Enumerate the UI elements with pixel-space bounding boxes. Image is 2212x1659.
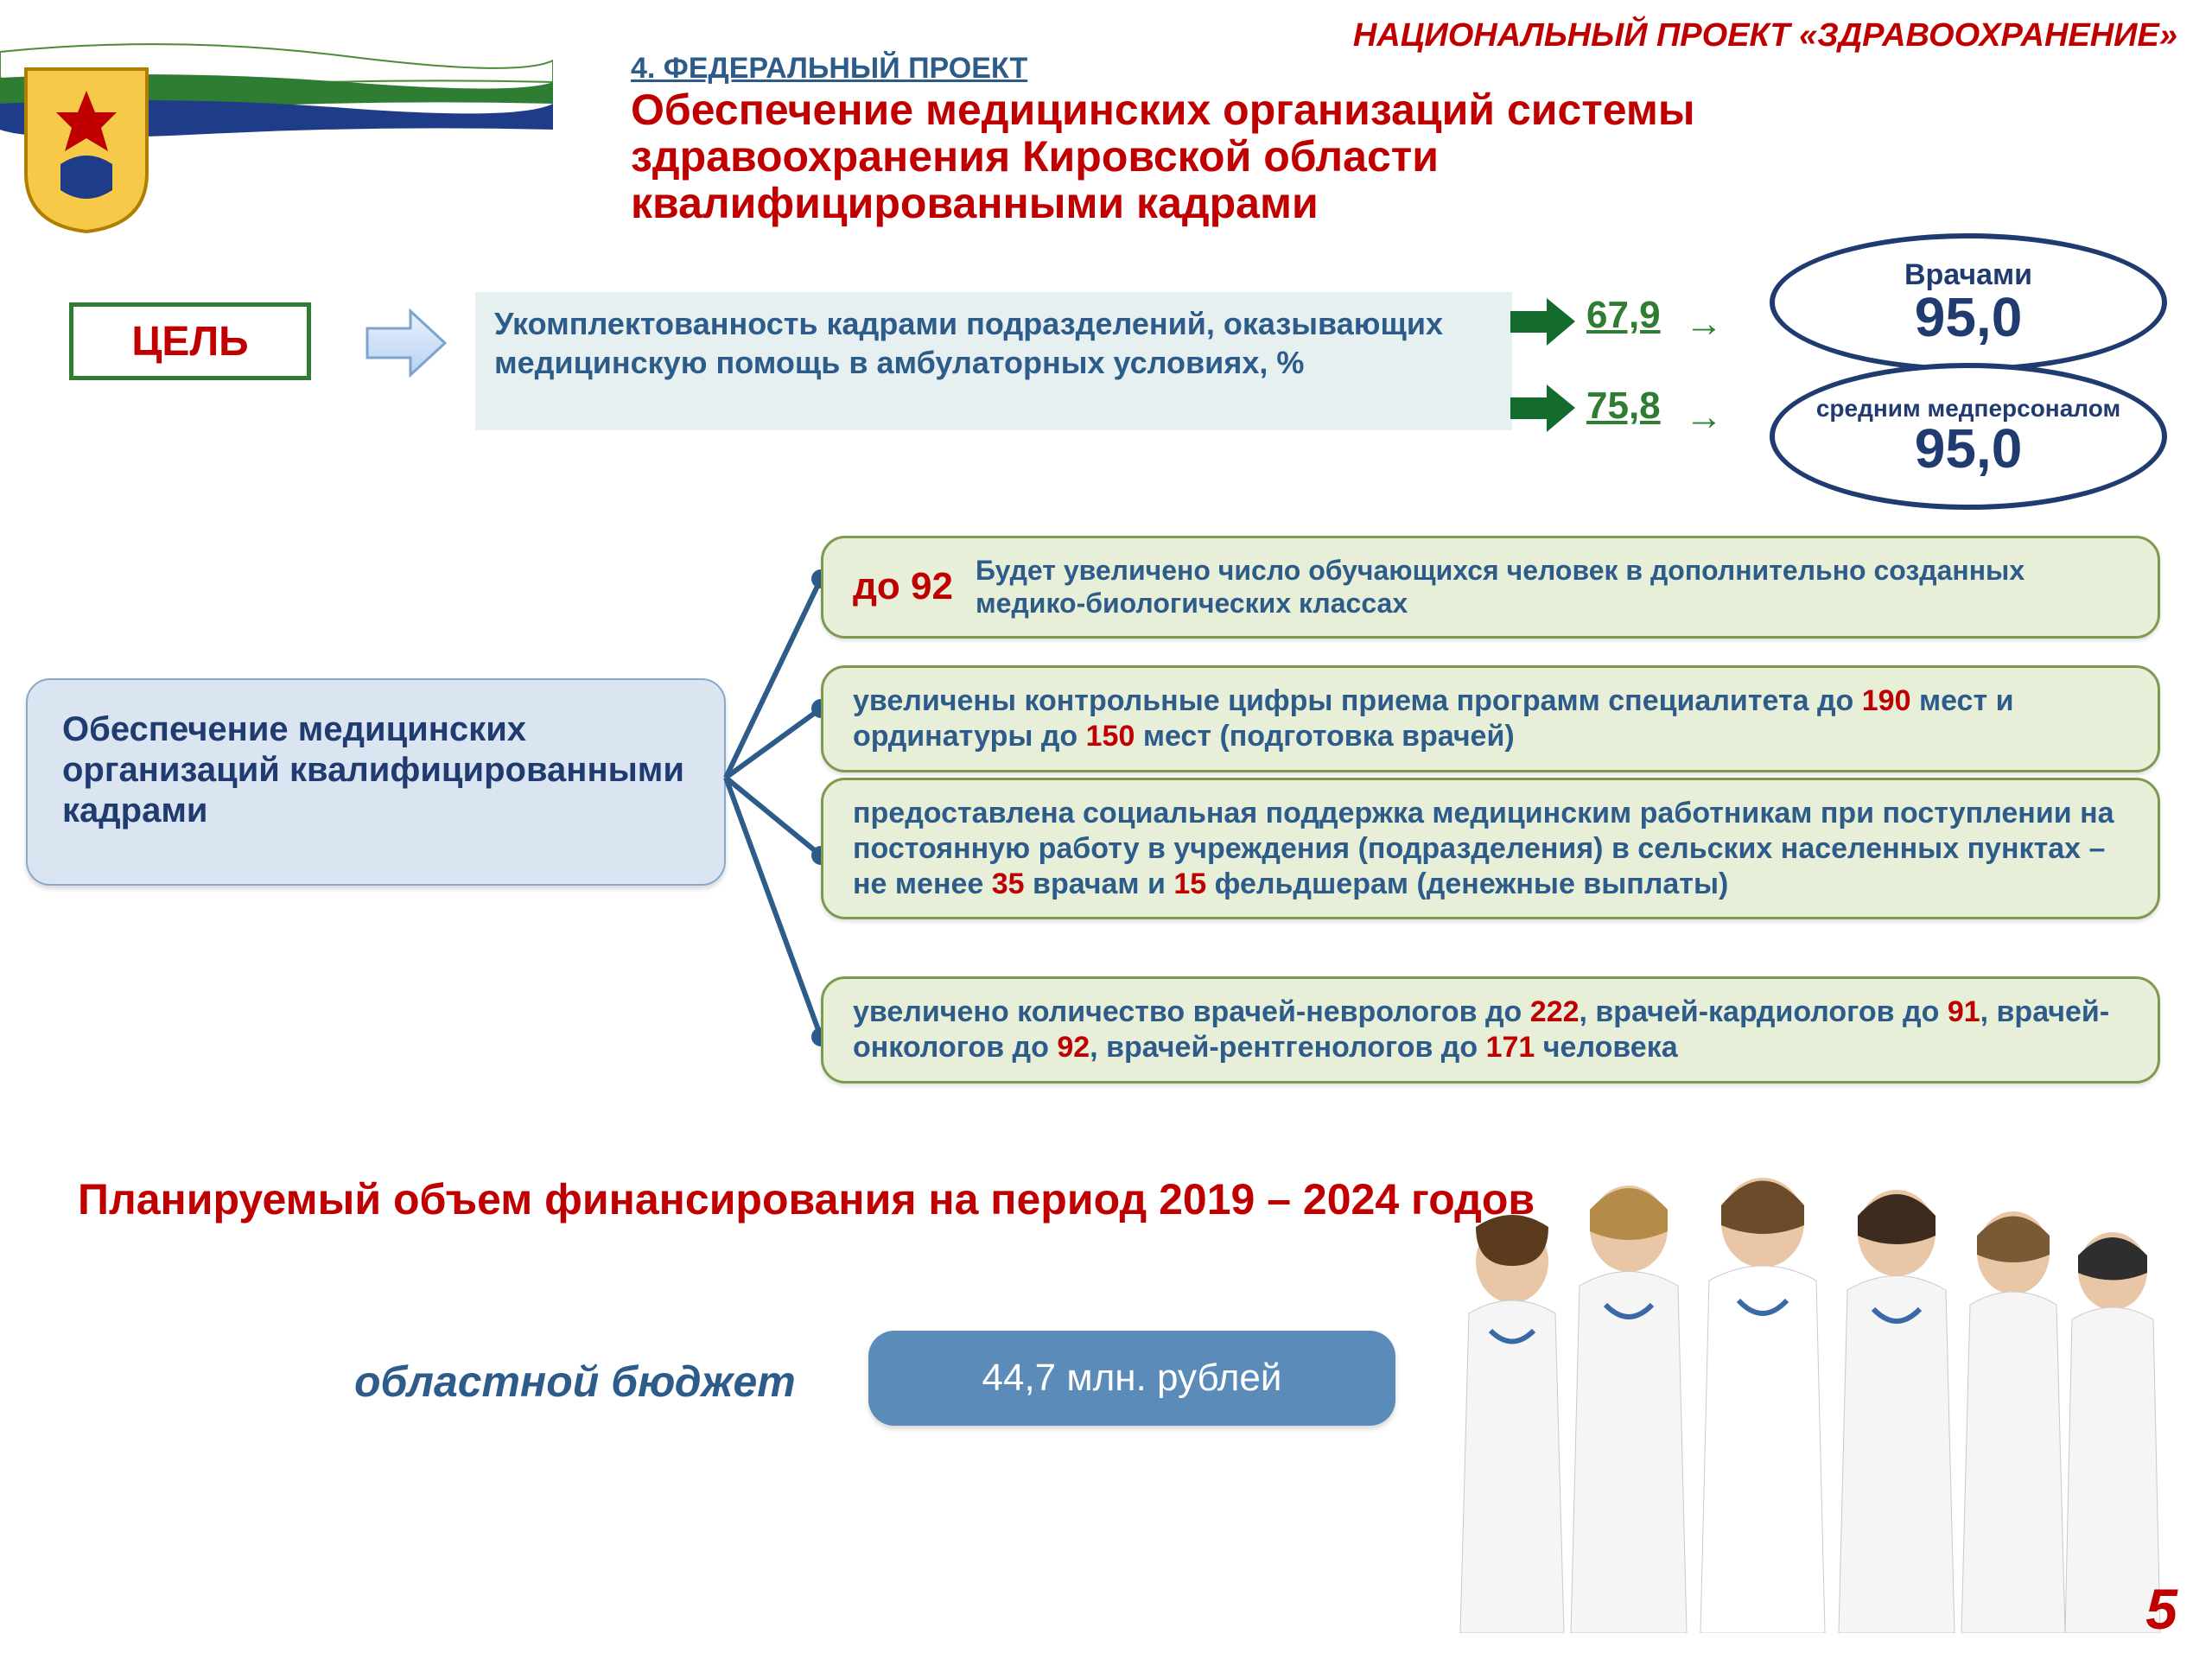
oval-label: Врачами	[1904, 260, 2032, 290]
goal-text: Укомплектованность кадрами подразделений…	[475, 292, 1512, 430]
budget-amount: 44,7 млн. рублей	[868, 1331, 1395, 1426]
bullet-1-number: до 92	[853, 564, 953, 610]
oval-value: 95,0	[1915, 289, 2023, 345]
target-oval-midstaff: средним медперсоналом 95,0	[1770, 363, 2167, 510]
arrow-right-icon	[363, 304, 449, 382]
main-title: Обеспечение медицинских организаций сист…	[631, 86, 1797, 226]
left-summary-block: Обеспечение медицинских организаций квал…	[26, 678, 726, 886]
bullet-4: увеличено количество врачей-неврологов д…	[821, 976, 2160, 1084]
doctors-illustration	[1408, 1149, 2177, 1633]
metric-value-midstaff: 75,8	[1586, 385, 1661, 428]
goal-label: ЦЕЛЬ	[69, 302, 311, 380]
bullet-1: до 92 Будет увеличено число обучающихся …	[821, 536, 2160, 639]
metric-arrow-icon	[1510, 298, 1575, 346]
metric-arrow-icon	[1510, 385, 1575, 432]
page-number: 5	[2145, 1576, 2177, 1642]
national-project-label: НАЦИОНАЛЬНЫЙ ПРОЕКТ «ЗДРАВООХРАНЕНИЕ»	[1353, 17, 2177, 54]
metric-value-doctors: 67,9	[1586, 294, 1661, 337]
funding-title: Планируемый объем финансирования на пери…	[78, 1175, 1535, 1225]
oval-value: 95,0	[1915, 421, 2023, 476]
arrow-icon: →	[1685, 396, 1723, 439]
regional-budget-label: областной бюджет	[354, 1357, 796, 1407]
target-oval-doctors: Врачами 95,0	[1770, 233, 2167, 372]
arrow-icon: →	[1685, 302, 1723, 346]
section-number: 4. ФЕДЕРАЛЬНЫЙ ПРОЕКТ	[631, 52, 1027, 86]
bullet-2: увеличены контрольные цифры приема прогр…	[821, 665, 2160, 772]
bullet-1-text: Будет увеличено число обучающихся челове…	[976, 554, 2128, 620]
coat-of-arms-icon	[17, 60, 156, 233]
bullet-3: предоставлена социальная поддержка медиц…	[821, 778, 2160, 919]
connector-lines	[709, 544, 838, 1080]
